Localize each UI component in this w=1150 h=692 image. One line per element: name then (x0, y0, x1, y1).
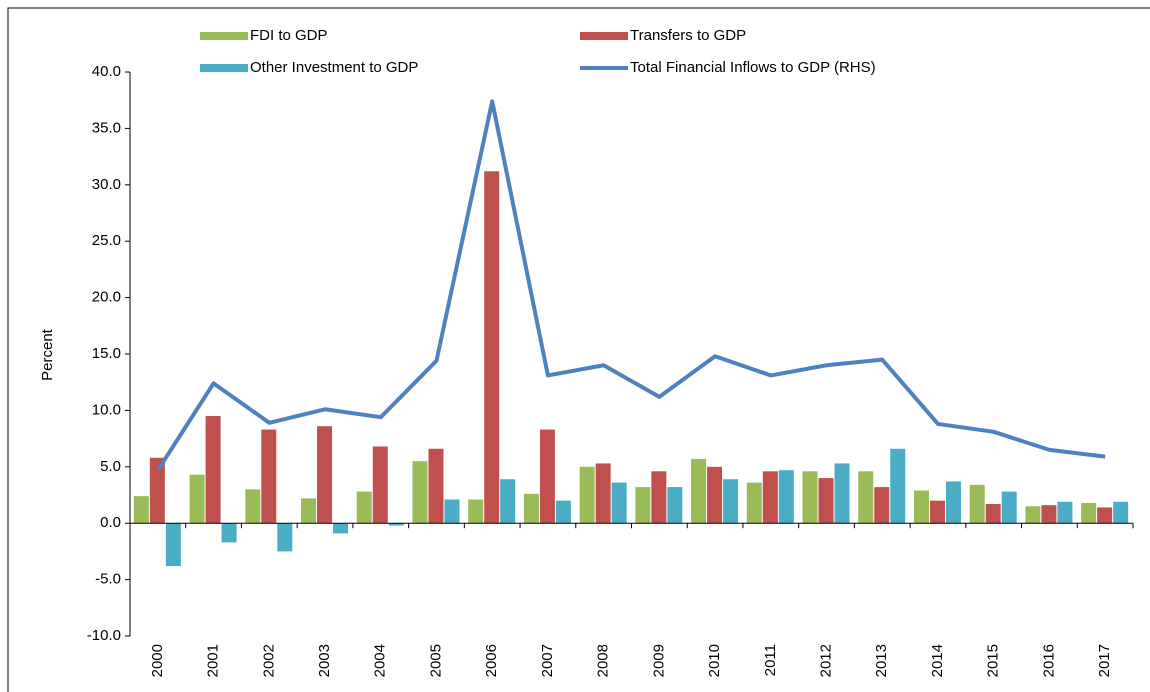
bar (890, 448, 906, 524)
y-tick-label: -5.0 (95, 571, 121, 588)
frame (7, 7, 1150, 692)
y-tick-label: 40.0 (92, 63, 121, 80)
x-tick-label: 2016 (1040, 644, 1057, 677)
x-tick-label: 2014 (929, 644, 946, 677)
x-tick-label: 2015 (985, 644, 1002, 677)
bar (858, 471, 874, 524)
bar (651, 471, 667, 524)
bar (723, 479, 739, 524)
bar (165, 523, 181, 567)
bar (205, 416, 221, 524)
y-tick-label: 30.0 (92, 176, 121, 193)
legend-label: Other Investment to GDP (250, 59, 418, 76)
bar (500, 479, 516, 524)
legend-label: FDI to GDP (250, 27, 328, 44)
bar (762, 471, 778, 524)
bar (611, 482, 627, 524)
bar (969, 484, 985, 524)
bar (444, 499, 460, 524)
bar (818, 478, 834, 524)
bar (333, 523, 349, 534)
bar (221, 523, 237, 543)
x-tick-label: 2002 (260, 644, 277, 677)
bar (261, 429, 277, 524)
y-tick-label: 35.0 (92, 119, 121, 136)
bar (595, 463, 611, 524)
x-tick-label: 2005 (427, 644, 444, 677)
x-tick-label: 2012 (817, 644, 834, 677)
bar (778, 470, 794, 524)
bar (707, 466, 723, 524)
bar (356, 491, 372, 524)
x-tick-label: 2004 (372, 644, 389, 677)
bar (1025, 506, 1041, 524)
y-tick-label: 20.0 (92, 289, 121, 306)
bar (1041, 505, 1057, 524)
bar (523, 493, 539, 524)
bar (945, 481, 961, 524)
bar (929, 500, 945, 524)
x-tick-label: 2003 (316, 644, 333, 677)
x-tick-label: 2011 (762, 644, 779, 676)
legend-label: Transfers to GDP (630, 27, 746, 44)
bar (388, 523, 404, 526)
bar (245, 489, 261, 524)
legend-swatch (580, 32, 628, 40)
bar (428, 448, 444, 524)
x-tick-label: 2007 (539, 644, 556, 677)
bar (579, 466, 595, 524)
bar (555, 500, 571, 524)
bar (317, 426, 333, 524)
bar (985, 504, 1001, 524)
bar (412, 461, 428, 524)
legend-swatch (200, 32, 248, 40)
bar (133, 496, 149, 524)
bar (1097, 507, 1113, 524)
bar (691, 458, 707, 524)
y-tick-label: 25.0 (92, 232, 121, 249)
bar (1081, 502, 1097, 524)
x-tick-label: 2001 (205, 644, 222, 677)
x-tick-label: 2009 (650, 644, 667, 677)
bar (277, 523, 293, 552)
y-tick-label: 0.0 (100, 514, 121, 531)
y-tick-label: 5.0 (100, 458, 121, 475)
y-tick-label: 15.0 (92, 345, 121, 362)
x-tick-label: 2008 (595, 644, 612, 677)
bar (874, 487, 890, 524)
legend-swatch (200, 64, 248, 72)
bar (1001, 491, 1017, 524)
bar (802, 471, 818, 524)
x-tick-label: 2017 (1096, 644, 1113, 677)
x-tick-label: 2006 (483, 644, 500, 677)
x-tick-label: 2013 (873, 644, 890, 677)
x-tick-label: 2010 (706, 644, 723, 677)
y-tick-label: 10.0 (92, 401, 121, 418)
bar (484, 171, 500, 524)
bar (1113, 501, 1129, 524)
bar (1057, 501, 1073, 524)
bar (667, 487, 683, 524)
x-tick-label: 2000 (149, 644, 166, 677)
y-axis-label: Percent (39, 328, 56, 381)
y-tick-label: -10.0 (87, 627, 121, 644)
bar (372, 446, 388, 524)
bar (746, 482, 762, 524)
legend-label: Total Financial Inflows to GDP (RHS) (630, 59, 876, 76)
bar (913, 490, 929, 524)
bar (301, 498, 317, 524)
bar (189, 474, 205, 524)
bar (539, 429, 555, 524)
bar (635, 487, 651, 524)
line (156, 99, 1106, 472)
bar (468, 499, 484, 524)
bar (834, 463, 850, 524)
bar (149, 457, 165, 524)
